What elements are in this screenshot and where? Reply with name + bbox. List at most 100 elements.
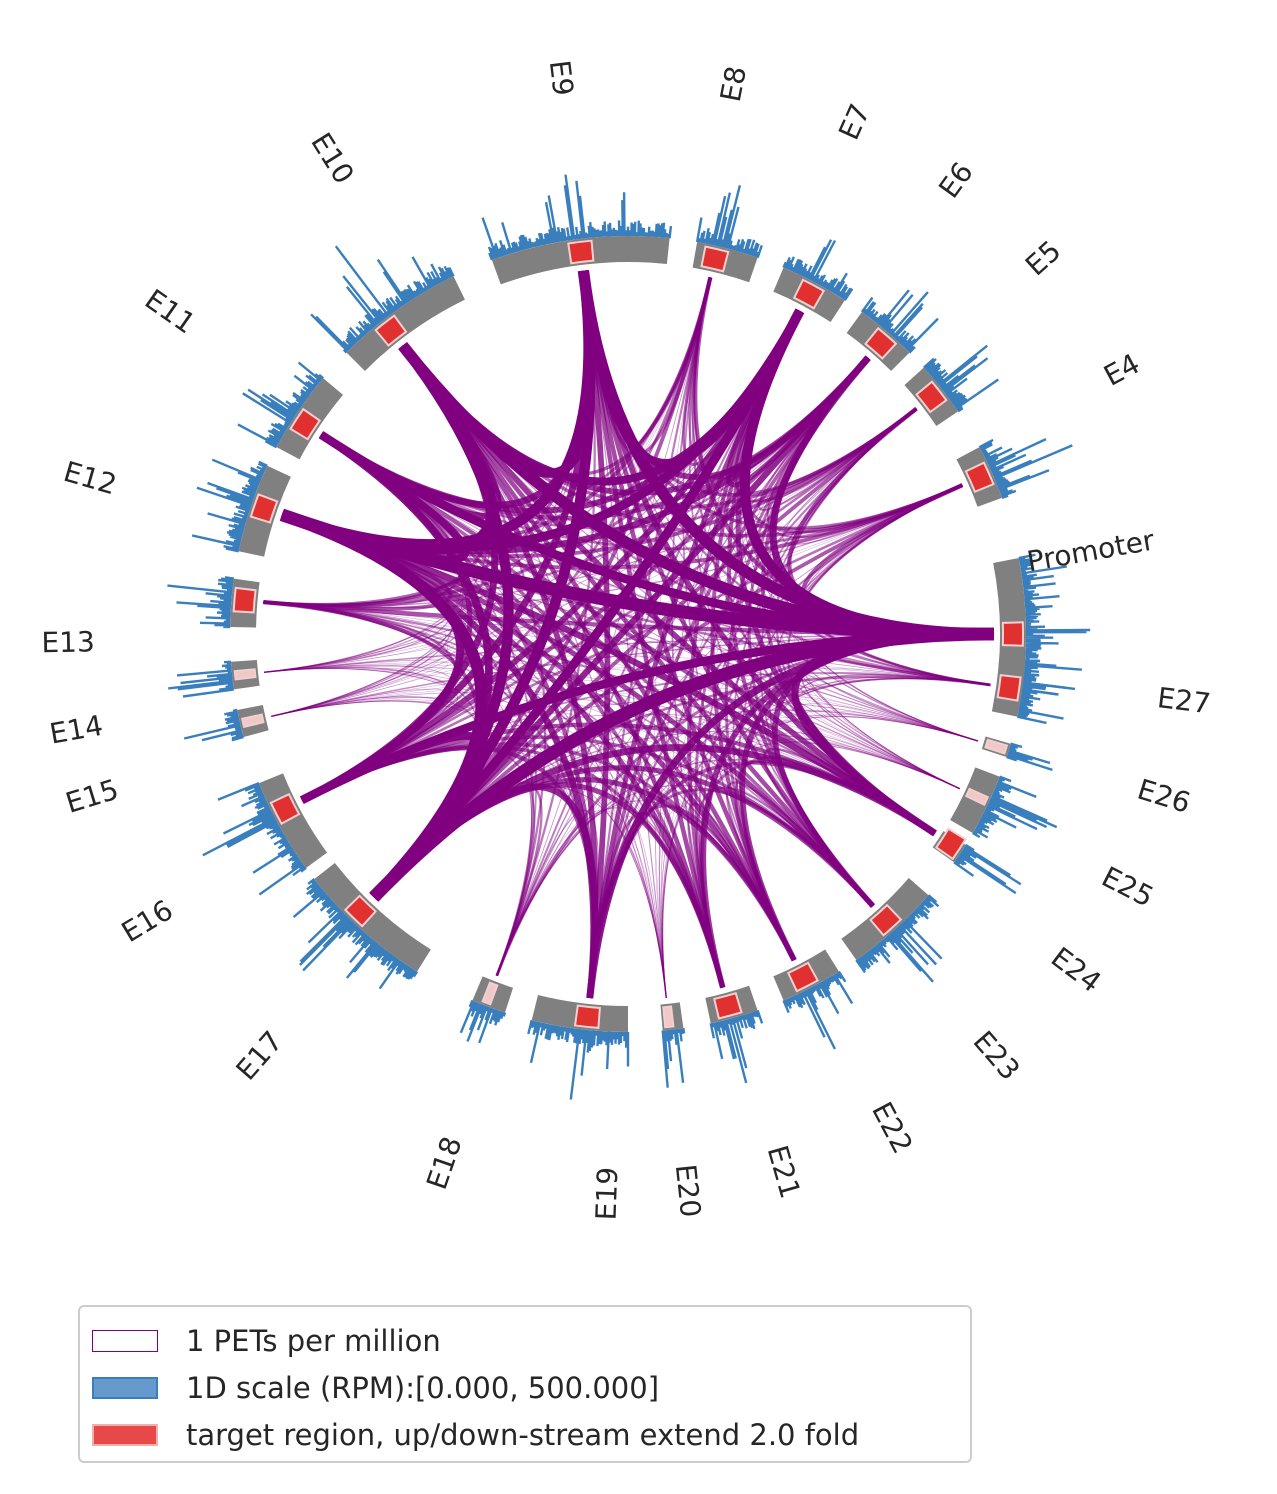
- link-e4-e26: [798, 484, 979, 742]
- coverage-e16: [202, 781, 307, 896]
- circos-plot: Promoter E4 E5 E6 E7 E8 E9 E10 E11 E12 E13 E14 E15 E1…: [41, 58, 1213, 1220]
- target-e14: [233, 668, 257, 681]
- label-promoter: Promoter: [1024, 523, 1157, 578]
- link-e20-e22: [658, 805, 795, 999]
- legend-label-target: target region, up/down-stream extend 2.0…: [186, 1417, 860, 1452]
- link-e14-e26: [263, 661, 979, 742]
- link-e5-e18: [496, 408, 917, 976]
- link-e23-e26: [771, 710, 979, 907]
- link-e22-e23: [725, 781, 874, 961]
- link-e16-e25: [301, 713, 960, 801]
- coverage-e7: [782, 239, 854, 301]
- coverage-e10: [310, 245, 455, 354]
- coverage-e17: [292, 878, 419, 990]
- link-e10-e25: [402, 345, 960, 790]
- link-e14-e25: [263, 664, 960, 789]
- segment-e16: [258, 773, 328, 868]
- target-e4: [964, 461, 995, 494]
- link-e12-e27: [281, 513, 991, 687]
- label-e4: E4: [1098, 347, 1145, 393]
- coverage-e26: [1006, 742, 1053, 772]
- link-e17-e27: [372, 675, 991, 899]
- link-e8-e20: [653, 277, 711, 999]
- link-e23-e24: [762, 747, 936, 907]
- label-e12: E12: [60, 455, 120, 501]
- link-e8-e25: [693, 277, 960, 789]
- label-e15: E15: [62, 773, 123, 820]
- link-e24-e27: [793, 673, 991, 834]
- link-e21-e26: [702, 715, 979, 988]
- coverage-e15: [183, 708, 244, 742]
- link-e23-e25: [768, 732, 960, 907]
- link-e14-e18: [263, 668, 532, 976]
- coverage-e21: [709, 1009, 764, 1084]
- link-e23-e27: [773, 676, 991, 907]
- coverage-e22: [782, 970, 854, 1050]
- coverage-e9: [481, 174, 673, 261]
- legend-item-coverage: 1D scale (RPM):[0.000, 500.000]: [92, 1364, 958, 1411]
- label-e16: E16: [116, 893, 179, 949]
- link-e18-e21: [496, 807, 724, 988]
- link-e21-e22: [687, 802, 796, 988]
- legend-swatch-coverage: [92, 1376, 158, 1399]
- link-e24-e25: [787, 720, 960, 834]
- link-e13-e20: [263, 601, 667, 999]
- link-e18-e19: [496, 809, 600, 999]
- coverage-e5: [922, 344, 999, 413]
- target-e12: [249, 493, 279, 524]
- link-e22-e25: [738, 738, 960, 961]
- label-e8: E8: [714, 63, 753, 104]
- coverage-e8: [695, 185, 763, 259]
- label-e27: E27: [1156, 681, 1213, 720]
- link-e15-e26: [271, 680, 979, 742]
- target-e18: [481, 981, 499, 1006]
- link-e19-e27: [589, 677, 991, 999]
- link-e20-e26: [662, 716, 979, 999]
- target-e17: [343, 894, 378, 928]
- legend-swatch-target: [92, 1423, 158, 1446]
- link-e19-e24: [587, 761, 936, 999]
- target-e24: [934, 827, 967, 861]
- target-e23: [869, 903, 903, 937]
- coverage-e27: [1017, 660, 1076, 725]
- link-e21-e25: [701, 741, 960, 988]
- link-e10-e24: [400, 343, 937, 836]
- label-e9: E9: [543, 58, 580, 97]
- label-e6: E6: [932, 156, 980, 204]
- link-e21-e27: [702, 677, 991, 988]
- label-e17: E17: [230, 1025, 290, 1087]
- target-e25: [964, 787, 990, 807]
- link-e14-e16: [263, 664, 457, 801]
- link-e15-e27: [271, 665, 991, 717]
- label-e13: E13: [41, 625, 95, 659]
- coverage-e25: [972, 775, 1058, 839]
- coverage-e12: [191, 458, 268, 553]
- coverage-e23: [855, 894, 943, 983]
- link-e19-e25: [589, 742, 960, 999]
- link-e6-e14: [263, 357, 869, 673]
- link-e24-e26: [791, 703, 979, 834]
- interaction-links: [263, 270, 995, 999]
- link-e22-e26: [740, 714, 979, 961]
- label-e18: E18: [420, 1132, 469, 1193]
- link-e21-e23: [695, 786, 874, 988]
- target-e22: [786, 961, 820, 993]
- coverage-e20: [661, 1027, 686, 1088]
- link-e11-e25: [320, 434, 960, 790]
- legend: 1 PETs per million 1D scale (RPM):[0.000…: [78, 1305, 972, 1463]
- coverage-e14: [168, 660, 235, 698]
- coverage-tracks: [167, 174, 1091, 1100]
- target-e13: [232, 586, 257, 614]
- segment-e10: [346, 276, 465, 371]
- legend-item-target: target region, up/down-stream extend 2.0…: [92, 1411, 958, 1458]
- segment-e17: [314, 863, 431, 972]
- link-promoter-e25: [801, 633, 995, 790]
- target-e19: [573, 1004, 601, 1029]
- link-e18-e22: [496, 800, 795, 976]
- target-e16: [269, 792, 301, 826]
- target-e21: [713, 991, 743, 1020]
- link-e14-e20: [263, 668, 667, 999]
- link-e13-e25: [263, 601, 960, 789]
- link-e15-e16: [271, 688, 459, 801]
- coverage-e6: [860, 289, 939, 354]
